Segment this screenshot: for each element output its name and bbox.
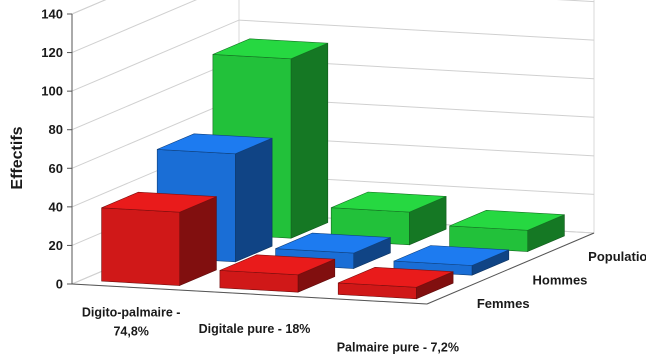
bar-population-3 xyxy=(449,209,565,252)
gridline xyxy=(71,19,595,92)
y-tick-label: 100 xyxy=(41,84,63,99)
bar-femmes-2 xyxy=(219,254,336,293)
bar-side xyxy=(235,137,273,263)
y-tick-label: 120 xyxy=(41,45,63,60)
bar-top xyxy=(331,191,447,213)
gridline xyxy=(71,0,595,54)
category-label-line: Digitale pure - 18% xyxy=(199,322,311,336)
y-tick-label: 0 xyxy=(56,277,63,292)
category-label: Digitale pure - 18% xyxy=(199,322,311,336)
y-tick-label: 60 xyxy=(49,161,63,176)
series-label-hommes: Hommes xyxy=(533,273,588,288)
bar-top xyxy=(101,191,217,213)
y-tick-labels: 0 20 40 60 80 100 120 140 xyxy=(41,7,63,292)
category-labels: Digito-palmaire - 74,8% Digitale pure - 18… xyxy=(82,305,459,354)
bar-top xyxy=(338,266,454,288)
x-axis-line xyxy=(71,283,428,305)
series-label-femmes: Femmes xyxy=(477,296,530,311)
y-tick-label: 80 xyxy=(49,122,63,137)
bar-top xyxy=(212,38,328,60)
y-tick-label: 140 xyxy=(41,7,63,22)
bar-hommes-3 xyxy=(393,245,510,276)
bar-side xyxy=(290,42,329,239)
y-axis-label: Effectifs xyxy=(9,126,26,189)
bar-top xyxy=(219,254,335,276)
bar-top xyxy=(449,209,565,231)
series-labels: FemmesHommesPopulation xyxy=(477,249,646,311)
bar-top xyxy=(275,232,391,254)
bar-femmes-3 xyxy=(337,266,454,300)
bar-top xyxy=(393,245,509,266)
category-label-line: Palmaire pure - 7,2% xyxy=(337,341,459,355)
category-label: Digito-palmaire - 74,8% xyxy=(82,305,181,338)
bar-top xyxy=(157,133,273,155)
category-label-line: 74,8% xyxy=(113,324,148,338)
category-label: Palmaire pure - 7,2% xyxy=(337,341,459,355)
y-tick-label: 20 xyxy=(49,238,63,253)
bar-femmes-1 xyxy=(101,191,217,286)
series-label-population: Population xyxy=(588,249,646,264)
category-label-line: Digito-palmaire - xyxy=(82,305,181,319)
bars xyxy=(101,38,565,300)
depth-axis-line xyxy=(426,232,595,305)
bar-front xyxy=(101,207,180,286)
y-tick-label: 40 xyxy=(49,199,63,214)
